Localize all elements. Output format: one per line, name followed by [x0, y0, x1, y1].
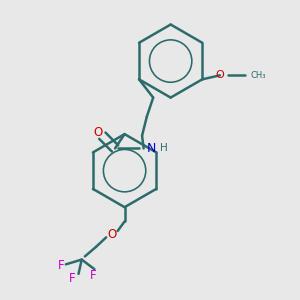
Text: N: N: [147, 142, 156, 155]
Text: H: H: [160, 143, 168, 153]
Text: F: F: [58, 260, 64, 272]
Text: O: O: [93, 126, 102, 139]
Text: O: O: [215, 70, 224, 80]
Text: F: F: [69, 272, 76, 285]
Text: CH₃: CH₃: [250, 71, 266, 80]
Text: F: F: [89, 269, 96, 282]
Text: O: O: [107, 228, 116, 241]
